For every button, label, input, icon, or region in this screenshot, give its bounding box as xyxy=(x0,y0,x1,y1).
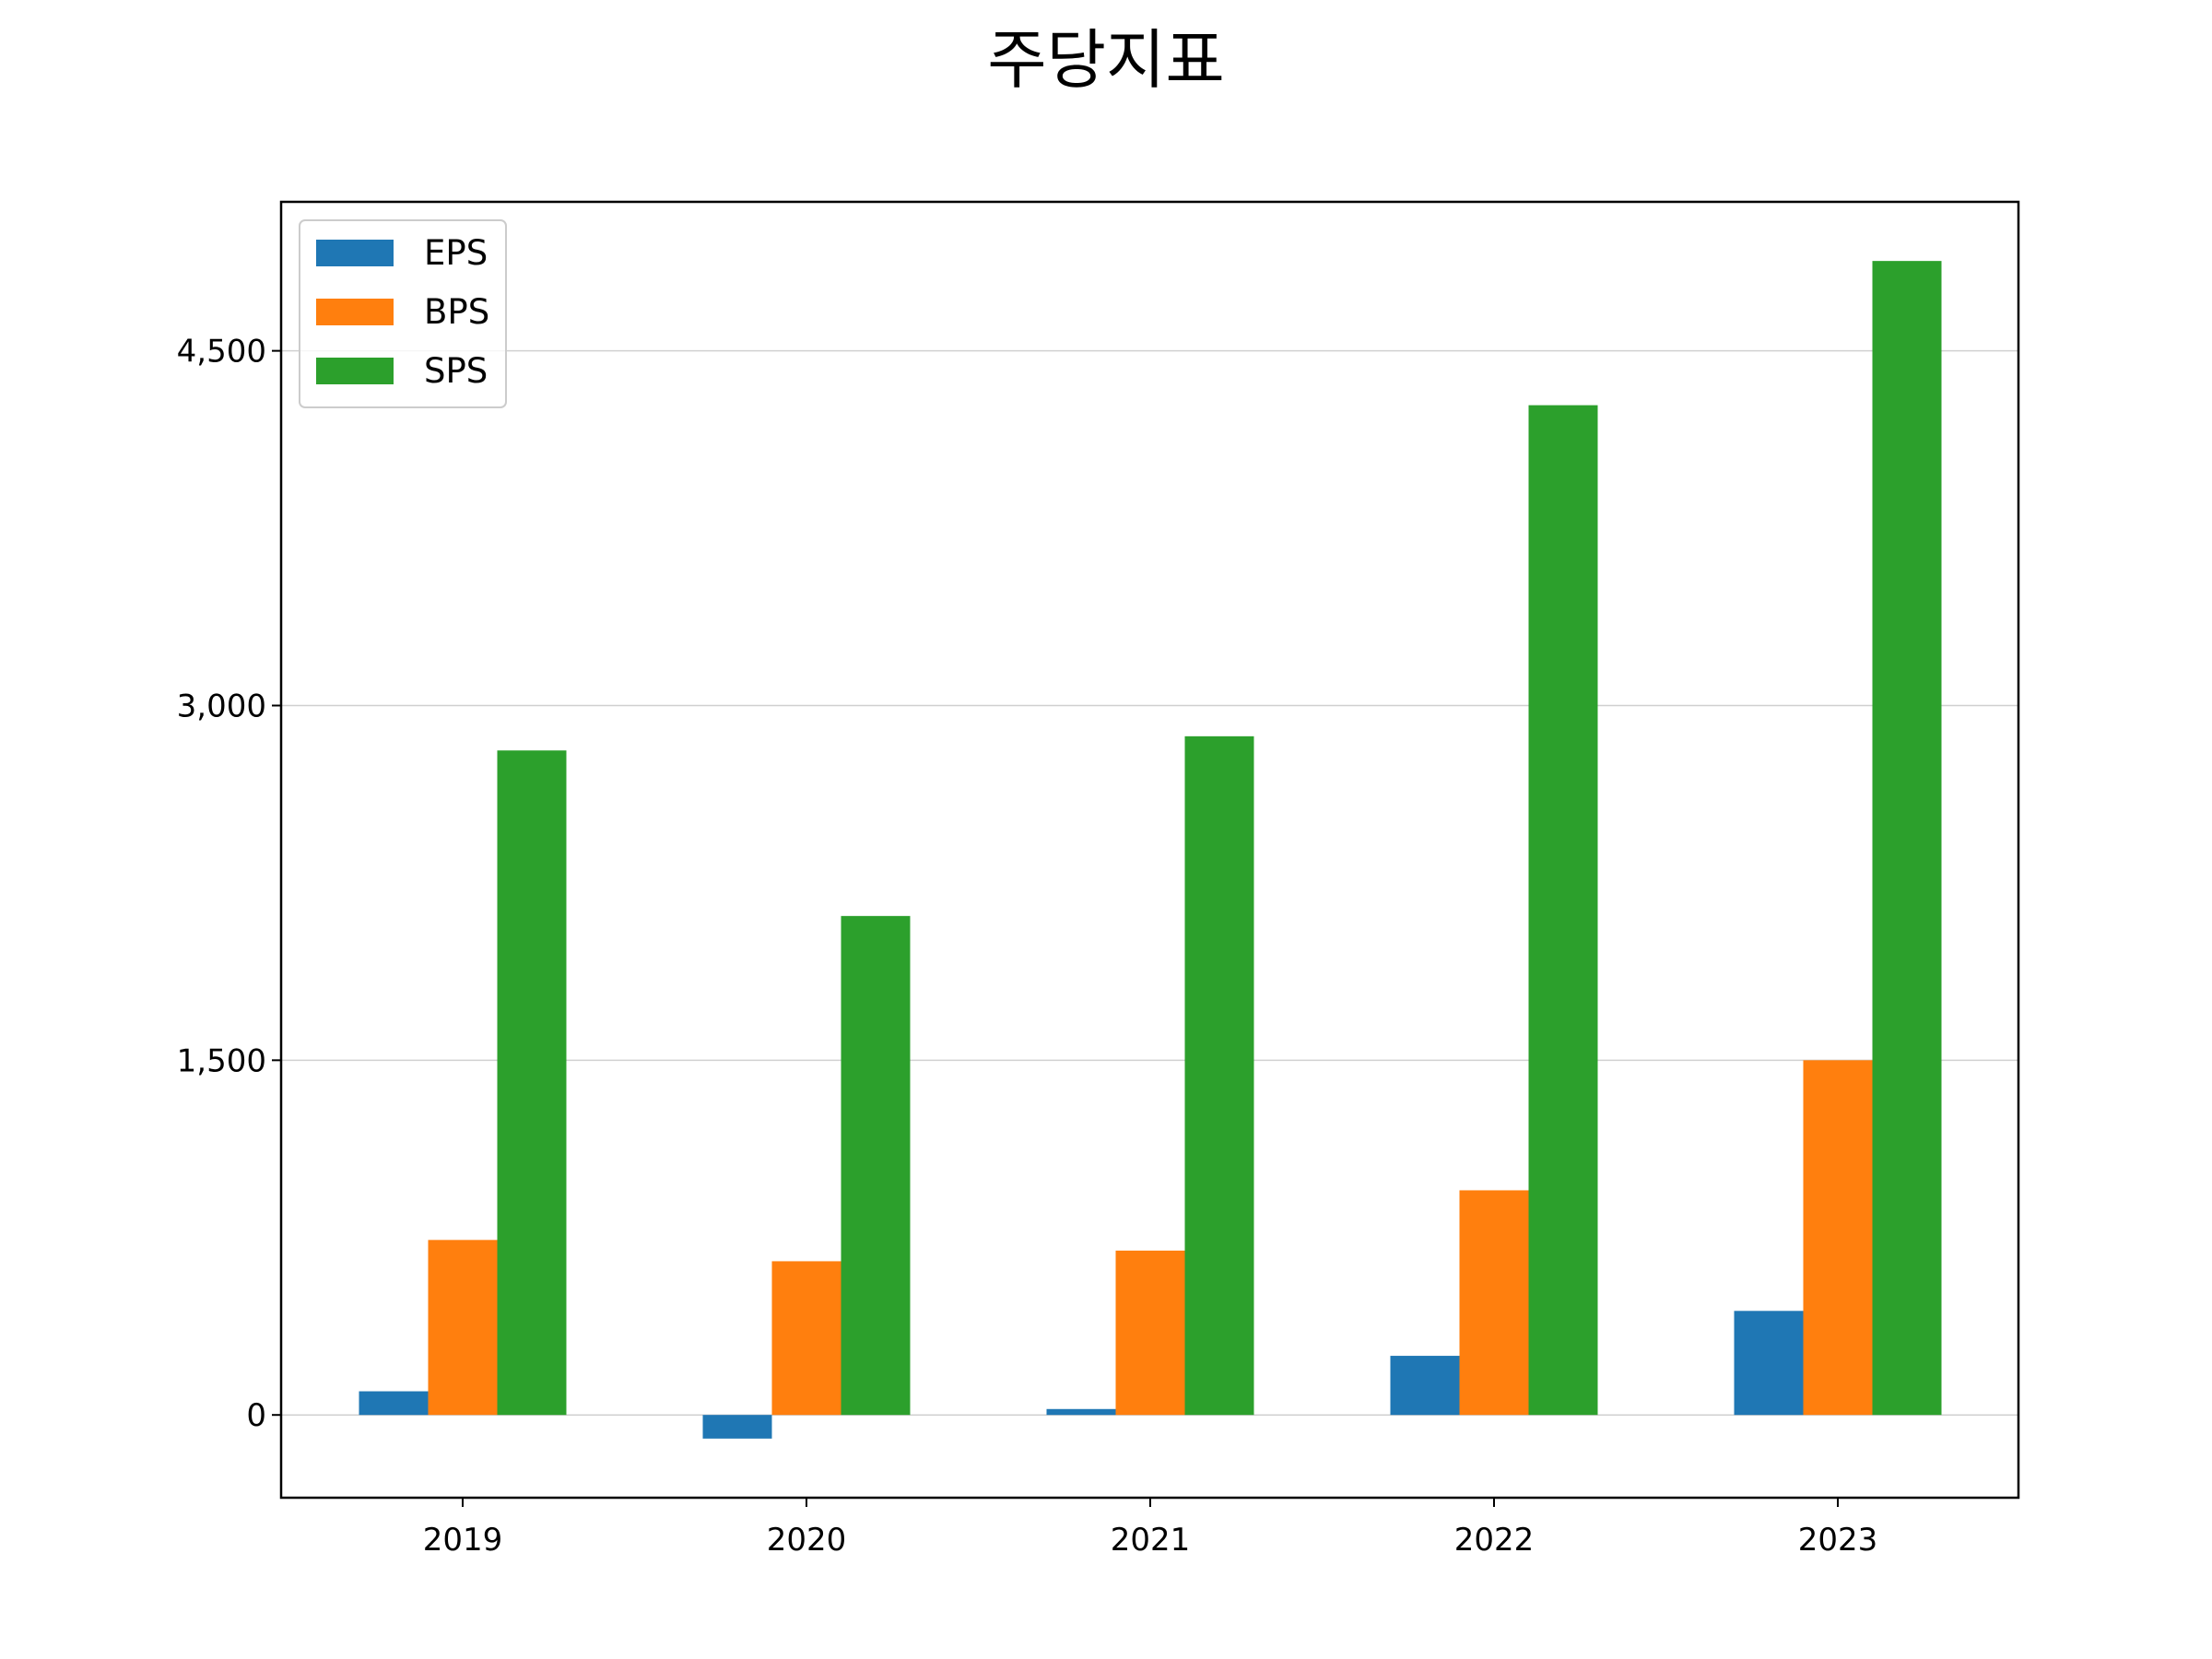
bar-eps-2020 xyxy=(702,1415,772,1439)
y-axis: 0 1,500 3,000 4,500 xyxy=(177,334,281,1434)
x-tick-label: 2021 xyxy=(1111,1522,1191,1559)
gridlines xyxy=(281,349,2018,1416)
bar-eps-2019 xyxy=(359,1391,429,1416)
bar-bps-2020 xyxy=(771,1261,841,1416)
y-tick-label: 3,000 xyxy=(177,688,266,724)
x-tick-label: 2019 xyxy=(423,1522,503,1559)
bar-sps-2019 xyxy=(497,750,567,1416)
chart-title: 주당지표 xyxy=(987,22,1225,98)
legend-label-bps: BPS xyxy=(424,292,489,332)
x-tick-label: 2023 xyxy=(1798,1522,1878,1559)
bar-bps-2023 xyxy=(1803,1060,1873,1416)
y-tick-label: 4,500 xyxy=(177,334,266,371)
bars xyxy=(359,261,1942,1439)
bar-eps-2021 xyxy=(1046,1408,1116,1416)
bar-bps-2022 xyxy=(1459,1190,1529,1416)
bar-eps-2023 xyxy=(1734,1311,1804,1416)
x-tick-label: 2020 xyxy=(767,1522,847,1559)
legend: EPS BPS SPS xyxy=(299,219,507,408)
bar-sps-2020 xyxy=(841,915,911,1416)
legend-swatch-sps xyxy=(316,358,394,384)
legend-label-eps: EPS xyxy=(424,233,488,273)
legend-swatch-eps xyxy=(316,240,394,266)
x-tick-label: 2022 xyxy=(1454,1522,1535,1559)
y-tick-label: 0 xyxy=(246,1397,266,1434)
y-tick-label: 1,500 xyxy=(177,1042,266,1079)
bar-eps-2022 xyxy=(1390,1356,1460,1416)
bar-sps-2023 xyxy=(1872,261,1942,1416)
bar-sps-2021 xyxy=(1184,735,1254,1416)
legend-swatch-bps xyxy=(316,299,394,325)
bar-sps-2022 xyxy=(1528,405,1598,1416)
bar-bps-2019 xyxy=(428,1240,498,1416)
bar-bps-2021 xyxy=(1115,1250,1185,1416)
legend-label-sps: SPS xyxy=(424,351,488,391)
x-axis: 2019 2020 2021 2022 2023 xyxy=(423,1498,1878,1559)
